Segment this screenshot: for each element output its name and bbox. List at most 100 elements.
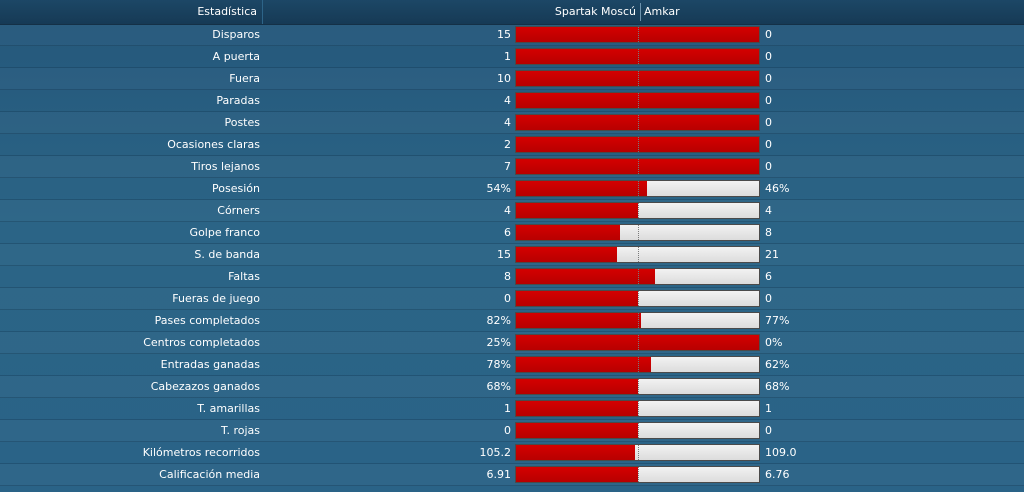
- home-share-fill: [516, 27, 759, 42]
- stat-row: Postes 4 0: [0, 112, 1024, 134]
- stat-label: Tiros lejanos: [191, 160, 260, 173]
- home-value: 0: [504, 292, 511, 305]
- home-share-fill: [516, 71, 759, 86]
- stat-row: Fuera 10 0: [0, 68, 1024, 90]
- home-value: 6: [504, 226, 511, 239]
- stat-row: A puerta 1 0: [0, 46, 1024, 68]
- bar-midline: [638, 335, 639, 350]
- bar-midline: [638, 445, 639, 460]
- stat-label: Paradas: [216, 94, 260, 107]
- comparison-bar: [515, 422, 760, 439]
- bar-midline: [638, 27, 639, 42]
- bar-midline: [638, 115, 639, 130]
- comparison-bar: [515, 48, 760, 65]
- bar-midline: [638, 49, 639, 64]
- stat-row: Córners 4 4: [0, 200, 1024, 222]
- stat-label: T. rojas: [221, 424, 260, 437]
- away-value: 0: [765, 160, 772, 173]
- home-value: 4: [504, 94, 511, 107]
- home-value: 1: [504, 50, 511, 63]
- stat-row: Entradas ganadas 78% 62%: [0, 354, 1024, 376]
- stat-label: Entradas ganadas: [160, 358, 260, 371]
- home-share-fill: [516, 269, 655, 284]
- stat-label: Faltas: [228, 270, 260, 283]
- away-value: 0: [765, 94, 772, 107]
- stat-row: Centros completados 25% 0%: [0, 332, 1024, 354]
- home-team-header[interactable]: Spartak Moscú: [554, 5, 636, 18]
- stat-row: S. de banda 15 21: [0, 244, 1024, 266]
- bar-midline: [638, 71, 639, 86]
- comparison-bar: [515, 312, 760, 329]
- comparison-bar: [515, 334, 760, 351]
- away-value: 46%: [765, 182, 790, 195]
- comparison-bar: [515, 136, 760, 153]
- away-value: 0: [765, 424, 772, 437]
- stat-label: Pases completados: [154, 314, 260, 327]
- away-value: 0: [765, 28, 772, 41]
- stat-row: Fueras de juego 0 0: [0, 288, 1024, 310]
- home-value: 15: [497, 28, 511, 41]
- home-value: 2: [504, 138, 511, 151]
- away-value: 0: [765, 292, 772, 305]
- home-share-fill: [516, 467, 638, 482]
- home-share-fill: [516, 423, 638, 438]
- stat-column-header[interactable]: Estadística: [0, 0, 263, 24]
- stat-label: Centros completados: [143, 336, 260, 349]
- home-value: 4: [504, 204, 511, 217]
- bar-midline: [638, 225, 639, 240]
- home-value: 4: [504, 116, 511, 129]
- comparison-bar: [515, 224, 760, 241]
- stat-label: Cabezazos ganados: [150, 380, 260, 393]
- stat-row: Golpe franco 6 8: [0, 222, 1024, 244]
- away-value: 4: [765, 204, 772, 217]
- stat-label: Calificación media: [159, 468, 260, 481]
- stat-label: Golpe franco: [189, 226, 260, 239]
- comparison-bar: [515, 114, 760, 131]
- comparison-bar: [515, 158, 760, 175]
- home-share-fill: [516, 225, 621, 240]
- comparison-bar: [515, 70, 760, 87]
- home-value: 1: [504, 402, 511, 415]
- home-value: 15: [497, 248, 511, 261]
- away-value: 77%: [765, 314, 790, 327]
- away-value: 6.76: [765, 468, 790, 481]
- comparison-bar: [515, 92, 760, 109]
- comparison-bar: [515, 444, 760, 461]
- comparison-bar: [515, 268, 760, 285]
- away-team-header[interactable]: Amkar: [644, 5, 680, 18]
- stat-row: Posesión 54% 46%: [0, 178, 1024, 200]
- away-value: 8: [765, 226, 772, 239]
- stat-label: A puerta: [212, 50, 260, 63]
- stat-row: Ocasiones claras 2 0: [0, 134, 1024, 156]
- home-share-fill: [516, 115, 759, 130]
- stat-row: Paradas 4 0: [0, 90, 1024, 112]
- comparison-bar: [515, 466, 760, 483]
- stat-label: Ocasiones claras: [167, 138, 260, 151]
- bar-midline: [638, 269, 639, 284]
- bar-midline: [638, 379, 639, 394]
- stats-header: Estadística Spartak Moscú Amkar: [0, 0, 1024, 25]
- home-value: 10: [497, 72, 511, 85]
- home-share-fill: [516, 137, 759, 152]
- stat-label: Posesión: [212, 182, 260, 195]
- stat-label: Disparos: [212, 28, 260, 41]
- stat-row: Kilómetros recorridos 105.2 109.0: [0, 442, 1024, 464]
- stat-row: Faltas 8 6: [0, 266, 1024, 288]
- bar-midline: [638, 401, 639, 416]
- away-value: 68%: [765, 380, 790, 393]
- bar-midline: [638, 423, 639, 438]
- away-value: 0%: [765, 336, 783, 349]
- home-share-fill: [516, 357, 652, 372]
- away-value: 62%: [765, 358, 790, 371]
- bar-midline: [638, 159, 639, 174]
- home-value: 6.91: [486, 468, 512, 481]
- bar-midline: [638, 357, 639, 372]
- home-share-fill: [516, 445, 636, 460]
- home-share-fill: [516, 93, 759, 108]
- home-share-fill: [516, 313, 642, 328]
- home-value: 25%: [486, 336, 511, 349]
- bar-midline: [638, 313, 639, 328]
- comparison-bar: [515, 202, 760, 219]
- stats-table: Disparos 15 0 A puerta 1 0 Fuera 10 0 Paradas 4 0 Po…: [0, 24, 1024, 486]
- home-value: 54%: [486, 182, 511, 195]
